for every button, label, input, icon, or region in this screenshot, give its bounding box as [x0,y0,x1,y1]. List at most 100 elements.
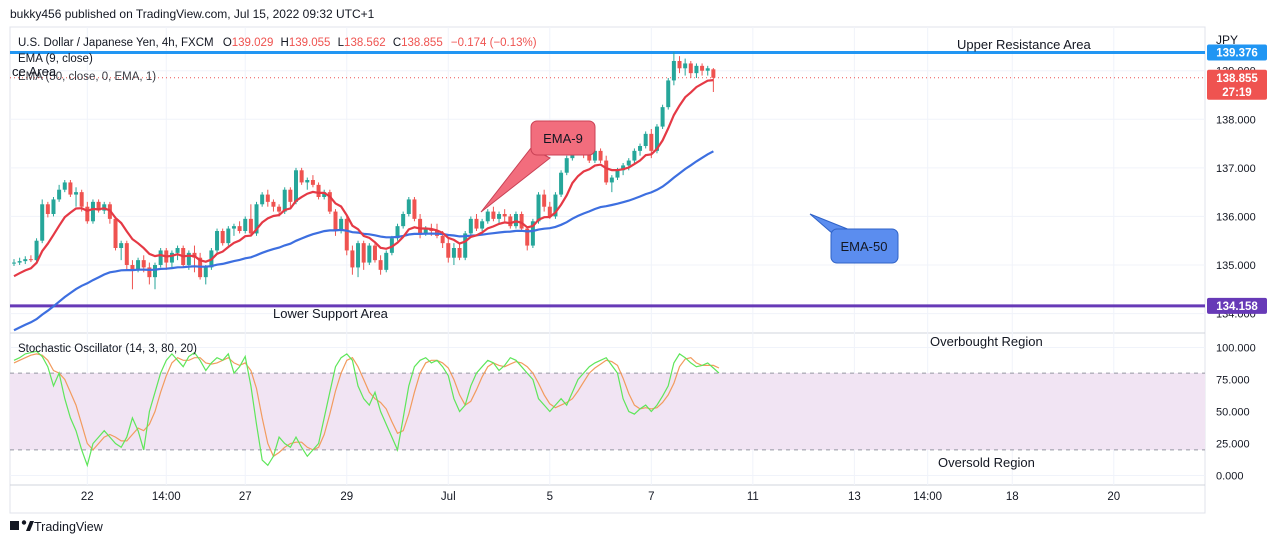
candle-body [344,218,349,251]
candle-body [638,146,643,151]
candle-body [23,259,28,262]
legend-ohlc: U.S. Dollar / Japanese Yen, 4h, FXCM O13… [18,37,537,49]
candle-body [559,172,564,195]
stoch-d-line[interactable] [13,353,720,458]
stochastic-title[interactable]: Stochastic Oscillator (14, 3, 80, 20) [18,343,197,355]
candle-body [231,226,236,229]
osc-tick: 100.000 [1216,343,1256,355]
tradingview-logo-dot [21,520,27,525]
tradingview-brand: TradingView [34,520,104,534]
candle-body [491,211,496,219]
ema9-callout-label: EMA-9 [543,131,583,146]
candle-body [384,252,389,270]
legend-change: −0.174 (−0.13%) [451,37,537,49]
candle-body [96,201,101,211]
candle-body [130,265,135,270]
price-tick: 135.000 [1216,260,1256,272]
candle-body [508,216,513,227]
candle-body [203,267,208,278]
candle-body [339,218,344,231]
candle-body [395,226,400,239]
last-price-tag-label: 138.855 [1216,73,1258,85]
candle-body [649,133,654,151]
ema9-line[interactable] [13,79,714,278]
candle-body [536,194,541,222]
ema50-line[interactable] [13,150,714,332]
candle-body [12,262,16,264]
candle-body [480,221,485,229]
candle-body [530,221,535,246]
oscillator-axis-ticks: 100.000 75.000 50.000 25.000 0.000 [1216,343,1256,483]
candle-body [451,248,456,258]
tradingview-logo [10,520,34,531]
candle-body [215,231,220,251]
candle-body [265,194,270,202]
time-tick: 7 [648,491,654,503]
candle-body [350,250,355,268]
candle-body [485,211,490,222]
candle-body [62,182,67,190]
candle-body [79,192,84,207]
candle-body [237,226,242,231]
time-tick: 18 [1006,491,1019,503]
legend-c-label: C [393,37,401,49]
candle-body [666,80,671,108]
ema50-callout-box [830,228,899,264]
candle-body [598,150,603,161]
time-tick: 13 [848,491,861,503]
candle-body [372,245,377,261]
candle-body [57,189,62,200]
candle-body [632,150,637,161]
candle-body [85,206,90,222]
upper-resistance-label: Upper Resistance Area [957,37,1091,52]
candle-body [412,199,417,219]
candle-body [694,65,699,74]
last-price-tag: 138.855 27:19 [1207,69,1267,100]
candle-body [186,252,191,265]
time-axis-ticks: 22 14:00 27 29 Jul 5 7 11 13 14:00 18 20 [81,491,1120,503]
candle-body [468,218,473,234]
candle-body [17,261,22,263]
candle-body [45,204,50,214]
legend-symbol: U.S. Dollar / Japanese Yen, 4h, FXCM [18,37,214,49]
candle-body [28,259,33,261]
legend-overlap-text: ce Area [12,64,57,79]
candle-body [406,199,411,214]
osc-tick: 25.000 [1216,439,1250,451]
candle-body [671,61,676,81]
osc-tick: 0.000 [1216,471,1244,483]
candle-body [463,233,468,258]
legend-ema9[interactable]: EMA (9, close) [18,53,93,65]
candle-body [564,158,569,173]
candle-body [418,218,423,234]
ema50-callout[interactable]: EMA-50 [809,213,899,264]
candle-body [356,243,361,268]
candle-body [587,153,592,161]
candle-body [361,243,366,263]
candle-body [446,243,451,258]
candle-body [119,243,124,248]
stoch-k-line[interactable] [13,350,720,468]
candle-body [474,218,479,229]
candle-body [175,248,180,253]
time-tick: 14:00 [913,491,942,503]
legend-ema50[interactable]: EMA (50, close, 0, EMA, 1) [18,71,156,83]
candle-body [542,194,547,207]
legend-h-label: H [281,37,289,49]
time-tick: 5 [547,491,553,503]
ema9-callout[interactable]: EMA-9 [480,120,596,213]
candle-body [660,107,665,127]
tradingview-logo-slash [26,521,34,531]
time-tick: 27 [239,491,252,503]
countdown-label: 27:19 [1222,87,1251,99]
candle-body [243,218,248,231]
candle-body [525,228,530,246]
candle-body [310,180,315,185]
time-tick: 20 [1107,491,1120,503]
candle-body [147,267,152,278]
candle-body [277,206,282,212]
chart-frame [9,26,1206,514]
candle-body [40,204,45,241]
candle-body [497,214,502,219]
candle-body [153,265,157,278]
